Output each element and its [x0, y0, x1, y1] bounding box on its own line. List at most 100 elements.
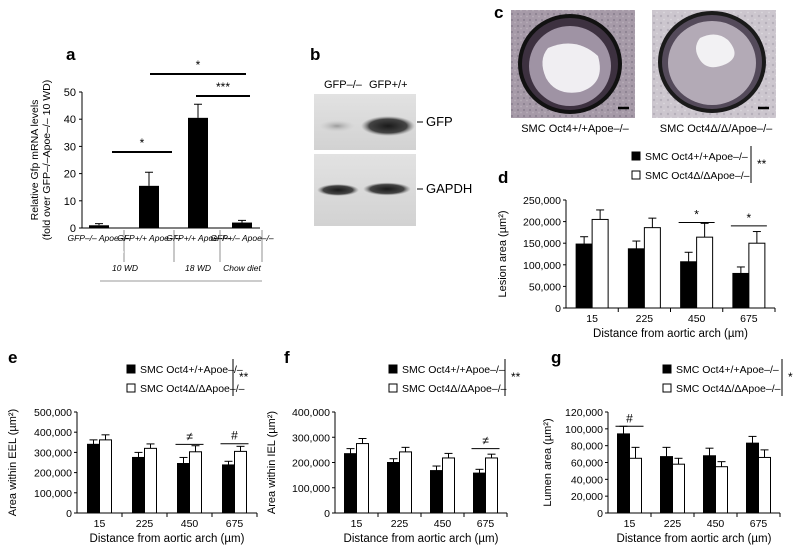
overall-significance: ** — [511, 370, 521, 384]
y-tick-label: 400,000 — [34, 427, 72, 439]
y-tick-label: 500,000 — [34, 407, 72, 419]
bar-knockout — [758, 456, 771, 514]
western-blot: GFP–/– GFP+/+ GFP GAPDH — [314, 79, 472, 226]
bar-control — [222, 464, 235, 514]
y-tick-label: 10 — [64, 196, 76, 208]
overall-significance: ** — [757, 157, 767, 171]
legend-swatch-control — [126, 364, 136, 374]
x-tick-label: 15 — [586, 313, 598, 325]
bar-knockout — [234, 450, 247, 514]
overall-significance: * — [788, 370, 793, 384]
chart-lumen-area: 0 20,000 40,000 60,000 80,000 100,000 120,000 L… — [542, 359, 793, 545]
legend-swatch-knockout — [662, 383, 672, 393]
x-tick-label: 15 — [94, 518, 106, 530]
x-tick-label: 450 — [707, 518, 725, 530]
annotation-mark: * — [694, 207, 699, 221]
bar-knockout — [356, 443, 369, 514]
chart-lesion-area: 0 50,000 100,000 150,000 200,000 250,000 Lesio… — [497, 146, 776, 340]
panel-label-c: c — [494, 3, 503, 22]
chart-area-within-iel: 0 100,000 200,000 300,000 400,000 Area within… — [266, 359, 521, 545]
bar-control — [473, 472, 486, 514]
y-tick-label: 150,000 — [523, 238, 561, 250]
y-tick-label: 400,000 — [292, 407, 330, 419]
legend-swatch-control — [662, 364, 672, 374]
bar-control — [627, 248, 645, 309]
bar-control — [660, 456, 673, 514]
x-axis-label: Distance from aortic arch (µm) — [617, 533, 772, 545]
panel-label-e: e — [8, 348, 17, 367]
y-tick-label: 300,000 — [34, 447, 72, 459]
blot-gapdh-band-neg — [317, 184, 359, 196]
chart-gfp-mrna: 0 10 20 30 40 50 Relative Gfp mRNA levels(fold… — [29, 58, 274, 282]
y-tick-label: 0 — [597, 508, 603, 520]
overall-significance: ** — [239, 370, 249, 384]
group-label: Chow diet — [223, 263, 261, 273]
y-tick-label: 300,000 — [292, 432, 330, 444]
bar-control — [617, 433, 630, 514]
bar — [232, 222, 252, 228]
x-tick-label: 225 — [664, 518, 682, 530]
legend-swatch-control — [631, 151, 641, 161]
blot-gapdh-label: GAPDH — [426, 181, 472, 196]
bar-knockout — [99, 439, 112, 514]
legend-label: SMC Oct4+/+Apoe–/– — [140, 364, 243, 376]
panel-label-g: g — [551, 348, 561, 367]
x-category-label: GFP+/– Apoe–/– — [210, 233, 274, 243]
x-category-label: GFP+/+ Apoe–/– — [166, 233, 230, 243]
micrograph-left-lumen — [542, 43, 600, 93]
legend-label: SMC Oct4Δ/ΔApoe–/– — [676, 383, 781, 395]
y-tick-label: 200,000 — [34, 468, 72, 480]
y-axis-label: Relative Gfp mRNA levels(fold over GFP–/… — [29, 80, 53, 241]
y-axis-label: Lumen area (µm²) — [542, 418, 554, 506]
legend-label: SMC Oct4Δ/ΔApoe–/– — [140, 383, 245, 395]
y-tick-label: 40,000 — [571, 474, 603, 486]
y-tick-label: 120,000 — [565, 407, 603, 419]
bar-knockout — [442, 457, 455, 514]
x-tick-label: 225 — [136, 518, 154, 530]
group-label: 10 WD — [112, 263, 138, 273]
annotation-mark: ≠ — [186, 429, 193, 443]
micrographs: SMC Oct4+/+Apoe–/– SMC Oct4Δ/Δ/Apoe–/– — [511, 10, 776, 135]
y-tick-label: 100,000 — [523, 260, 561, 272]
bar-knockout — [189, 451, 202, 514]
annotation-mark: # — [626, 411, 633, 425]
micrograph-right-caption: SMC Oct4Δ/Δ/Apoe–/– — [660, 123, 773, 135]
bar-control — [732, 272, 750, 309]
y-tick-label: 100,000 — [34, 488, 72, 500]
legend-label: SMC Oct4Δ/ΔApoe–/– — [645, 170, 750, 182]
y-tick-label: 50 — [64, 87, 76, 99]
bar-control — [746, 442, 759, 514]
bar-knockout — [748, 242, 766, 309]
significance-mark: * — [196, 58, 201, 72]
legend-label: SMC Oct4+/+Apoe–/– — [645, 151, 748, 163]
legend-swatch-control — [388, 364, 398, 374]
x-tick-label: 225 — [636, 313, 654, 325]
panel-label-a: a — [66, 45, 76, 64]
legend-label: SMC Oct4Δ/ΔApoe–/– — [402, 383, 507, 395]
legend-label: SMC Oct4+/+Apoe–/– — [402, 364, 505, 376]
y-tick-label: 200,000 — [292, 458, 330, 470]
x-tick-label: 675 — [750, 518, 768, 530]
x-category-label: GFP–/– Apoe–/– — [67, 233, 130, 243]
x-tick-label: 675 — [740, 313, 758, 325]
annotation-mark: ≠ — [482, 434, 489, 448]
panel-label-f: f — [284, 348, 290, 367]
y-tick-label: 0 — [555, 303, 561, 315]
y-tick-label: 100,000 — [292, 483, 330, 495]
legend-label: SMC Oct4+/+Apoe–/– — [676, 364, 779, 376]
significance-mark: *** — [216, 80, 230, 94]
y-tick-label: 200,000 — [523, 217, 561, 229]
legend-swatch-knockout — [126, 383, 136, 393]
y-tick-label: 60,000 — [571, 458, 603, 470]
bar-control — [703, 455, 716, 514]
x-tick-label: 675 — [477, 518, 495, 530]
annotation-mark: * — [747, 211, 752, 225]
bar-control — [387, 462, 400, 514]
bar-control — [132, 456, 145, 514]
significance-mark: * — [140, 136, 145, 150]
blot-gfp-band-pos — [361, 116, 415, 136]
x-tick-label: 15 — [351, 518, 363, 530]
bar — [188, 117, 208, 228]
bar-knockout — [715, 466, 728, 514]
bar-control — [575, 243, 593, 309]
